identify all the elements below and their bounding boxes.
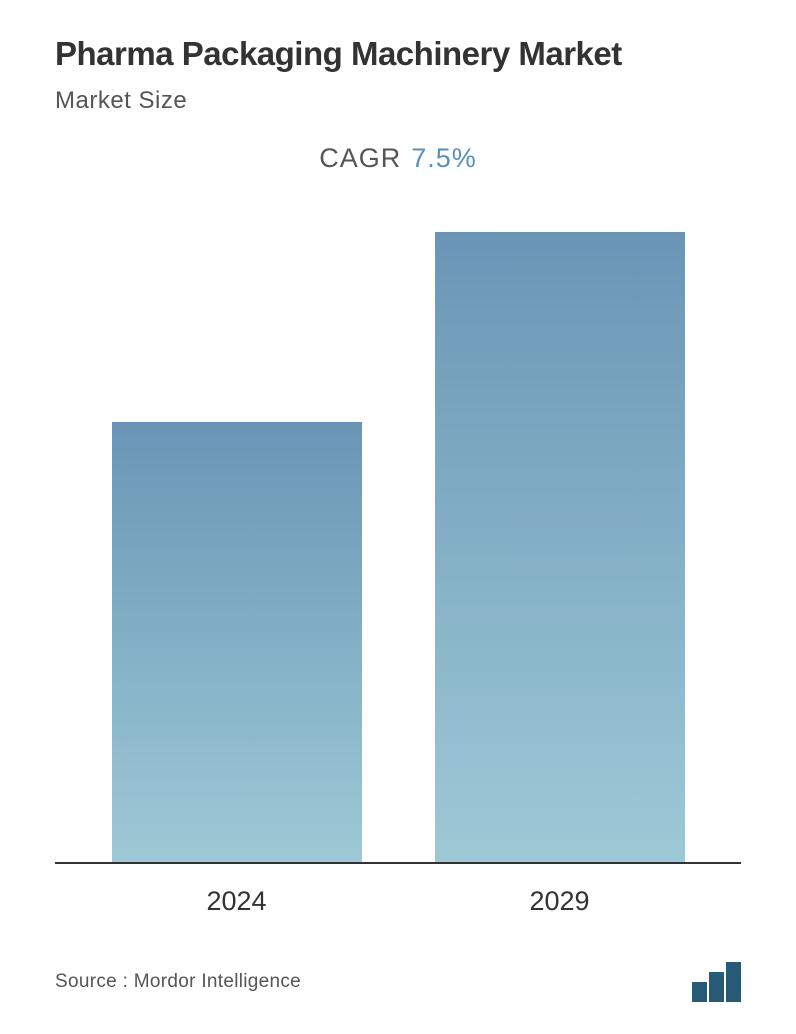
mordor-logo-icon <box>692 962 741 1002</box>
chart-container: Pharma Packaging Machinery Market Market… <box>0 0 796 1034</box>
logo-bar-1 <box>692 982 707 1002</box>
x-label-1: 2029 <box>414 886 705 917</box>
bar-1 <box>435 232 685 862</box>
cagr-line: CAGR 7.5% <box>55 143 741 174</box>
chart-title: Pharma Packaging Machinery Market <box>55 35 741 73</box>
source-name: Mordor Intelligence <box>134 971 301 992</box>
x-axis-labels: 2024 2029 <box>55 864 741 917</box>
bar-group-1 <box>414 232 705 862</box>
cagr-value: 7.5% <box>411 143 477 173</box>
source-text: Source : Mordor Intelligence <box>55 971 301 993</box>
logo-bar-2 <box>709 972 724 1002</box>
bar-0 <box>112 422 362 862</box>
logo-bar-3 <box>726 962 741 1002</box>
chart-footer: Source : Mordor Intelligence <box>55 962 741 1002</box>
chart-area <box>55 234 741 864</box>
source-label: Source : <box>55 971 128 992</box>
cagr-label: CAGR <box>319 143 401 173</box>
bar-group-0 <box>91 422 382 862</box>
x-label-0: 2024 <box>91 886 382 917</box>
chart-subtitle: Market Size <box>55 87 741 115</box>
